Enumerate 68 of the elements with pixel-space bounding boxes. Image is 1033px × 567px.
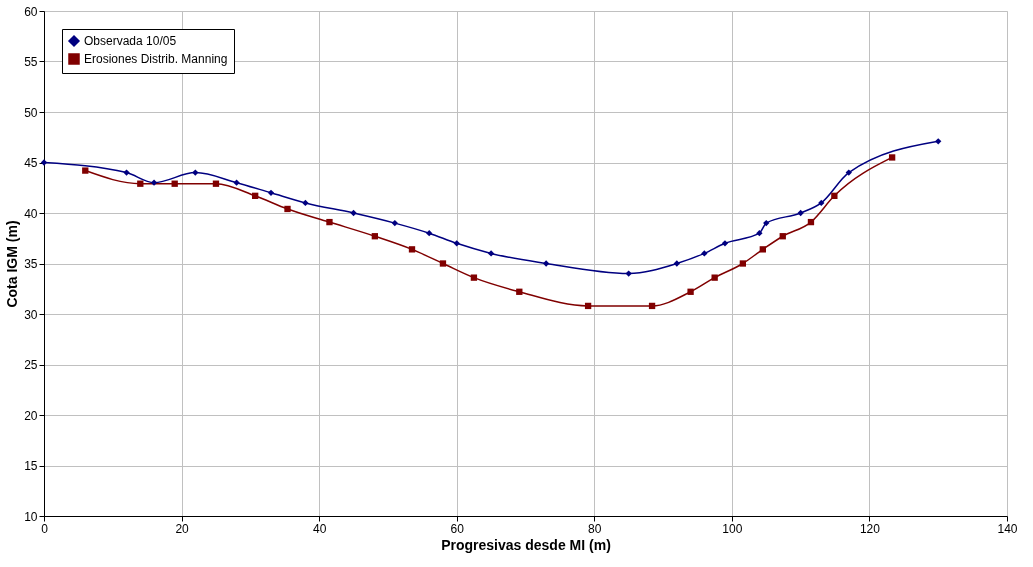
y-tick-label: 50 (24, 105, 38, 120)
point (673, 260, 680, 267)
x-tick-label: 80 (588, 521, 602, 536)
point (82, 167, 89, 174)
point (648, 302, 656, 310)
point (439, 260, 447, 267)
point (40, 159, 48, 166)
point (302, 199, 309, 207)
point (137, 180, 144, 187)
point (779, 233, 786, 240)
point (756, 230, 763, 237)
point (845, 169, 852, 176)
legend-label: Erosiones Distrib. Manning (84, 52, 228, 66)
point (584, 302, 592, 310)
point (687, 288, 694, 295)
point (831, 192, 838, 199)
point (453, 240, 460, 247)
point (326, 218, 333, 226)
point (487, 250, 495, 257)
point (426, 230, 433, 237)
point (759, 246, 766, 253)
point (192, 169, 199, 176)
point (171, 180, 178, 187)
x-tick-label: 60 (450, 521, 465, 536)
point (763, 219, 770, 227)
point (150, 179, 158, 186)
x-tick-label: 40 (312, 521, 327, 536)
y-axis-title: Cota IGM (m) (4, 220, 21, 308)
point (721, 240, 729, 247)
x-tick-label: 0 (41, 521, 49, 536)
point (625, 270, 632, 277)
x-tick-label: 120 (859, 521, 881, 536)
point (818, 199, 825, 207)
legend-label: Observada 10/05 (84, 34, 177, 48)
x-tick-label: 140 (997, 521, 1018, 536)
point (739, 260, 747, 267)
y-tick-label: 15 (24, 459, 38, 473)
y-tick-label: 40 (24, 206, 38, 221)
y-tick-label: 60 (24, 4, 38, 19)
point (267, 189, 275, 196)
y-tick-label: 30 (24, 307, 38, 322)
point (711, 274, 718, 281)
point (408, 246, 416, 253)
point (233, 179, 240, 186)
x-tick-label: 20 (175, 521, 190, 536)
point (123, 169, 130, 176)
point (797, 209, 804, 217)
point (252, 192, 259, 199)
point (701, 250, 708, 257)
x-tick-label: 100 (722, 521, 743, 536)
point (935, 138, 942, 145)
point (350, 209, 357, 217)
point (516, 288, 523, 295)
y-tick-label: 25 (24, 358, 38, 372)
y-tick-label: 35 (24, 257, 38, 271)
point (371, 233, 379, 240)
y-tick-label: 55 (24, 55, 38, 69)
point (807, 218, 815, 226)
point (542, 260, 550, 267)
x-axis-title: Progresivas desde MI (m) (441, 536, 611, 553)
y-tick-label: 45 (24, 156, 38, 170)
point (470, 274, 478, 281)
point (888, 154, 896, 161)
y-tick-label: 20 (24, 408, 38, 423)
y-tick-label: 10 (24, 509, 38, 524)
point (391, 219, 398, 227)
point (212, 180, 220, 187)
point (284, 205, 291, 213)
